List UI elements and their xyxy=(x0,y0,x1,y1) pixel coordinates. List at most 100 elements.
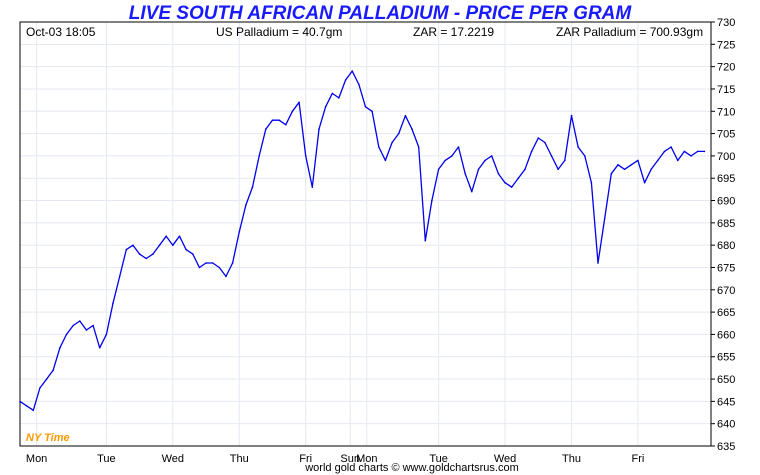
data-point xyxy=(98,347,101,349)
data-point xyxy=(504,181,506,184)
data-point xyxy=(597,262,599,264)
data-point xyxy=(690,155,692,157)
data-point xyxy=(152,253,154,255)
y-tick-label: 655 xyxy=(717,352,735,364)
data-point xyxy=(311,186,314,188)
data-point xyxy=(610,172,613,175)
data-point xyxy=(271,119,274,121)
data-point xyxy=(577,146,579,148)
x-tick-label: Wed xyxy=(162,453,184,465)
data-point xyxy=(251,186,254,188)
y-tick-label: 715 xyxy=(717,84,735,96)
data-point xyxy=(331,92,334,95)
price-series xyxy=(19,70,706,412)
y-tick-label: 705 xyxy=(717,129,735,141)
data-point xyxy=(564,159,566,162)
data-point xyxy=(424,239,427,242)
data-point xyxy=(278,119,280,121)
x-tick-label: Tue xyxy=(97,453,116,465)
data-point xyxy=(338,97,340,99)
data-point xyxy=(192,253,194,255)
zar-price-label: ZAR Palladium = 700.93gm xyxy=(556,25,703,39)
y-tick-label: 635 xyxy=(717,441,735,453)
data-point xyxy=(344,79,347,81)
data-point xyxy=(643,181,646,184)
data-point xyxy=(205,262,207,264)
data-point xyxy=(397,132,400,135)
y-tick-label: 670 xyxy=(717,285,735,297)
x-tick-label: Mon xyxy=(356,453,377,465)
data-point xyxy=(663,150,666,153)
data-point xyxy=(72,324,74,327)
data-point xyxy=(590,181,593,184)
data-point xyxy=(105,333,108,336)
data-point xyxy=(464,172,467,175)
y-axis: 635 640 645 650 655 660 665 670 675 680 685 690 695 7… xyxy=(711,17,735,453)
data-point xyxy=(378,146,380,148)
data-point xyxy=(584,155,586,157)
data-point xyxy=(457,146,460,148)
data-point xyxy=(324,106,327,108)
y-tick-label: 695 xyxy=(717,173,735,185)
data-point xyxy=(138,253,141,255)
data-point xyxy=(444,159,447,162)
x-tick-label: Thu xyxy=(562,453,581,465)
data-point xyxy=(431,199,433,202)
chart-gridlines xyxy=(20,21,711,447)
data-point xyxy=(557,168,559,171)
data-point xyxy=(285,123,287,126)
x-tick-label: Wed xyxy=(494,453,516,465)
data-point xyxy=(677,159,679,162)
chart-title: LIVE SOUTH AFRICAN PALLADIUM - PRICE PER… xyxy=(129,3,633,24)
data-point xyxy=(537,137,540,139)
y-tick-label: 660 xyxy=(717,329,735,341)
y-tick-label: 640 xyxy=(717,419,735,431)
data-point xyxy=(32,409,35,412)
x-tick-label: Fri xyxy=(631,453,644,465)
data-point xyxy=(484,159,486,162)
data-point xyxy=(318,128,320,130)
x-tick-label: Mon xyxy=(26,453,47,465)
y-tick-label: 730 xyxy=(717,17,735,29)
data-point xyxy=(238,231,241,233)
y-tick-label: 675 xyxy=(717,262,735,274)
x-tick-label: Tue xyxy=(429,453,448,465)
data-point xyxy=(231,262,234,264)
data-point xyxy=(657,159,659,162)
data-point xyxy=(670,146,672,148)
data-point xyxy=(617,164,619,166)
y-tick-label: 725 xyxy=(717,39,735,51)
data-point xyxy=(351,70,354,72)
data-point xyxy=(218,266,221,269)
y-tick-label: 680 xyxy=(717,240,735,252)
data-point xyxy=(650,168,652,171)
data-point xyxy=(265,128,267,130)
data-point xyxy=(304,155,307,157)
data-point xyxy=(451,155,453,157)
y-tick-label: 700 xyxy=(717,151,735,163)
us-price-label: US Palladium = 40.7gm xyxy=(216,25,342,39)
data-point xyxy=(683,150,686,153)
data-point xyxy=(384,159,387,162)
data-point xyxy=(45,378,48,380)
data-point xyxy=(25,405,28,407)
data-point xyxy=(530,150,533,153)
data-point xyxy=(225,275,227,278)
data-point xyxy=(371,110,373,113)
data-point xyxy=(211,262,214,264)
data-point xyxy=(623,168,626,171)
data-point xyxy=(158,244,161,246)
data-point xyxy=(145,257,147,260)
data-point xyxy=(391,141,393,144)
y-tick-label: 645 xyxy=(717,396,735,408)
data-point xyxy=(550,155,553,157)
data-point xyxy=(165,235,167,237)
zar-rate-label: ZAR = 17.2219 xyxy=(413,25,494,39)
timestamp-label: Oct-03 18:05 xyxy=(26,25,96,39)
data-point xyxy=(52,369,54,371)
x-tick-label: Fri xyxy=(299,453,312,465)
data-point xyxy=(118,275,121,278)
data-point xyxy=(411,128,413,130)
